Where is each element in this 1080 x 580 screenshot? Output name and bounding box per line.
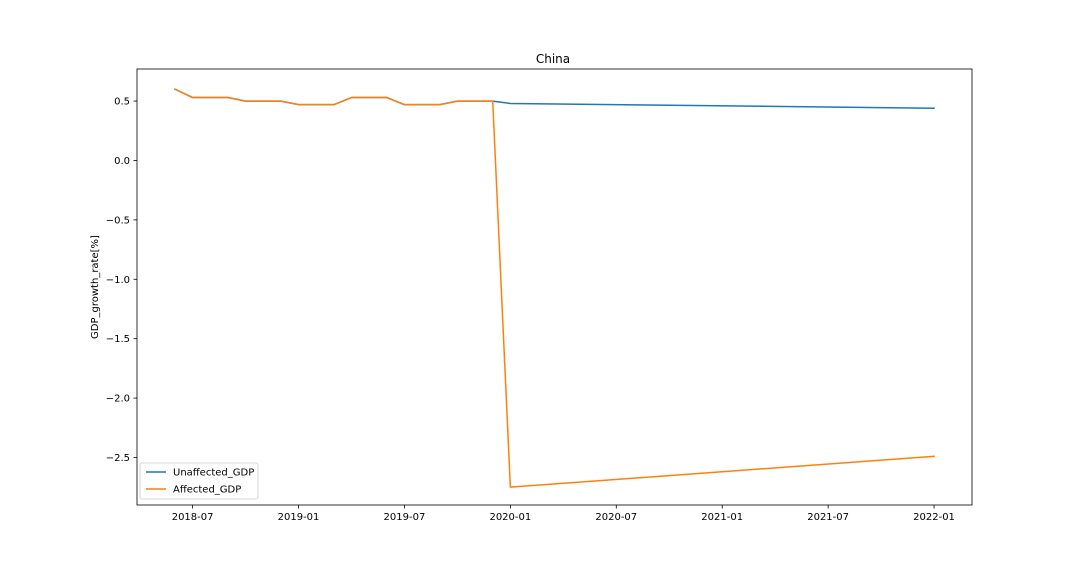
x-axis: 2018-07 2019-01 2019-07 2020-01 2020-07 2021-… — [172, 505, 955, 523]
axes-frame — [136, 68, 973, 506]
y-tick-label: −2.5 — [106, 453, 130, 464]
y-axis-label: GDP_growth_rate[%] — [90, 235, 101, 339]
y-tick-label: −1.0 — [106, 275, 130, 286]
legend-frame — [139, 462, 259, 500]
chart-title: China — [536, 52, 570, 66]
x-tick-label: 2020-01 — [489, 512, 531, 523]
series-line-affected-gdp — [173, 88, 935, 488]
plot-area — [173, 88, 935, 488]
legend-label: Affected_GDP — [173, 485, 241, 496]
y-tick-label: −2.0 — [106, 394, 130, 405]
y-axis: 0.5 0.0 −0.5 −1.0 −1.5 −2.0 −2.5 — [106, 97, 137, 464]
x-tick-label: 2021-01 — [701, 512, 743, 523]
legend: Unaffected_GDP Affected_GDP — [139, 462, 259, 500]
x-tick-label: 2019-01 — [278, 512, 320, 523]
x-tick-label: 2019-07 — [384, 512, 426, 523]
x-tick-label: 2018-07 — [172, 512, 214, 523]
y-tick-label: 0.0 — [114, 156, 130, 167]
x-tick-label: 2022-01 — [913, 512, 955, 523]
y-tick-label: −0.5 — [106, 215, 130, 226]
legend-label: Unaffected_GDP — [173, 468, 254, 479]
y-tick-label: 0.5 — [114, 97, 130, 108]
x-tick-label: 2021-07 — [807, 512, 849, 523]
y-tick-label: −1.5 — [106, 334, 130, 345]
x-tick-label: 2020-07 — [595, 512, 637, 523]
